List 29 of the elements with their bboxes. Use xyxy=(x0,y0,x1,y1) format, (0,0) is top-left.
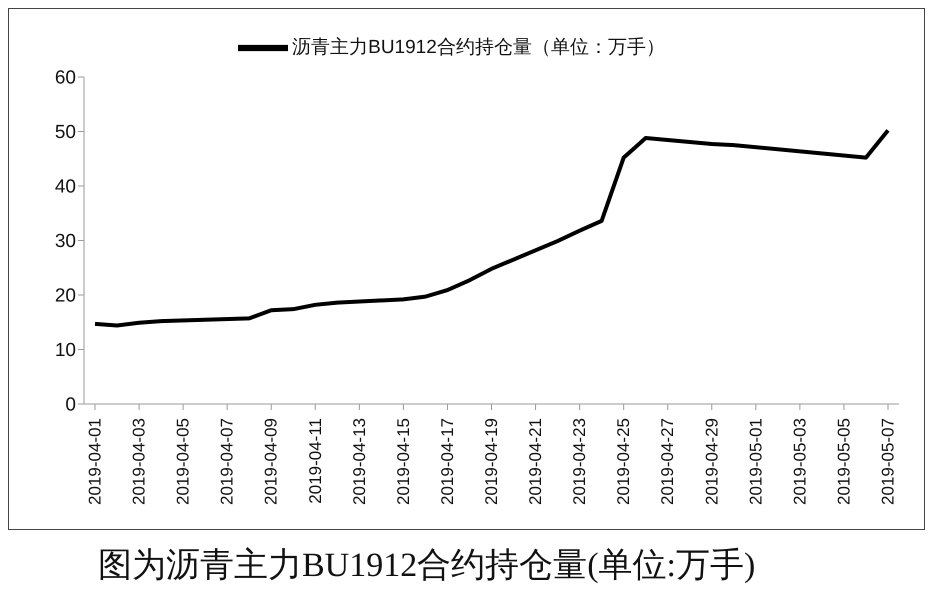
x-tick-label: 2019-04-27 xyxy=(658,418,678,505)
x-tick-label: 2019-04-09 xyxy=(262,418,281,505)
x-tick-label: 2019-04-11 xyxy=(306,418,325,504)
x-tick-label: 2019-05-05 xyxy=(834,418,854,505)
x-tick-label: 2019-04-23 xyxy=(570,418,590,505)
y-tick-label: 50 xyxy=(54,122,76,144)
y-tick-label: 0 xyxy=(65,394,76,416)
x-tick-label: 2019-04-05 xyxy=(174,418,193,505)
y-tick-label: 30 xyxy=(54,231,76,252)
x-tick-label: 2019-05-07 xyxy=(878,418,898,505)
x-tick-label: 2019-04-29 xyxy=(702,418,722,505)
text: 图为沥青主力BU1912合约持仓量(单位:万手) xyxy=(97,546,756,586)
x-tick-label: 2019-04-01 xyxy=(86,418,105,505)
x-tick-label: 2019-04-15 xyxy=(394,418,413,505)
y-tick-label: 10 xyxy=(54,340,76,362)
x-tick-label: 2019-04-07 xyxy=(218,418,237,505)
x-tick-label: 2019-04-21 xyxy=(526,418,546,505)
x-tick-label: 2019-04-17 xyxy=(438,418,457,505)
x-tick-label: 2019-04-19 xyxy=(482,418,501,505)
y-tick-label: 20 xyxy=(54,286,76,307)
y-tick-label: 60 xyxy=(54,68,76,89)
legend-label: 沥青主力BU1912合约持仓量（单位：万手） xyxy=(292,37,665,58)
x-tick-label: 2019-04-03 xyxy=(130,418,149,505)
x-tick-label: 2019-05-03 xyxy=(790,418,810,505)
x-tick-label: 2019-05-01 xyxy=(746,418,766,505)
x-tick-label: 2019-04-13 xyxy=(350,418,369,505)
line-series xyxy=(93,128,890,328)
y-tick-label: 40 xyxy=(54,176,76,198)
x-tick-label: 2019-04-25 xyxy=(614,418,634,505)
